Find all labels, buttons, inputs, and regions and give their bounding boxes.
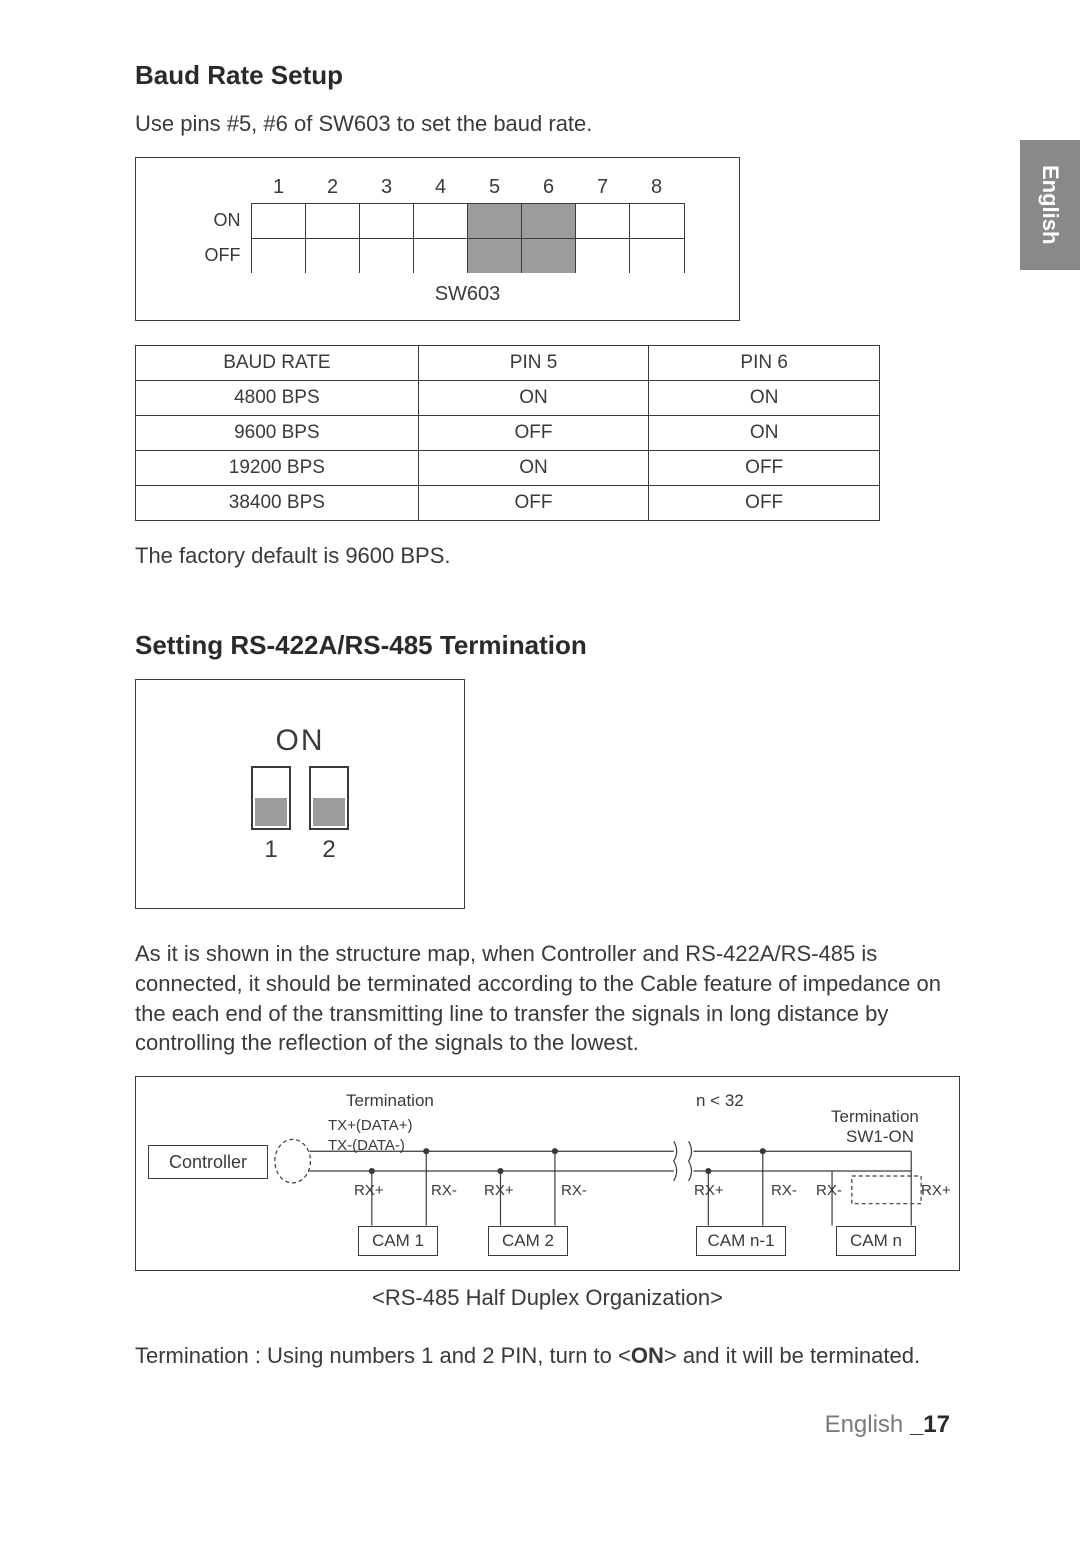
language-tab: English (1020, 140, 1080, 270)
sw603-col-number: 4 (414, 176, 468, 199)
table-row: 38400 BPSOFFOFF (136, 485, 880, 520)
label-rx: RX+ (694, 1182, 724, 1199)
factory-default-note: The factory default is 9600 BPS. (135, 541, 960, 571)
label-termination-right: Termination (831, 1107, 919, 1127)
termination-paragraph: As it is shown in the structure map, whe… (135, 939, 960, 1058)
baud-table-cell: OFF (649, 450, 880, 485)
sw603-col-number: 2 (306, 176, 360, 199)
table-row: 4800 BPSONON (136, 380, 880, 415)
sw603-cell (306, 204, 360, 238)
sw603-col-number: 7 (576, 176, 630, 199)
baud-table-cell: ON (418, 450, 649, 485)
sw603-col-number: 8 (630, 176, 684, 199)
table-row: 19200 BPSONOFF (136, 450, 880, 485)
label-sw1: SW1-ON (846, 1127, 914, 1147)
page: English Baud Rate Setup Use pins #5, #6 … (0, 0, 1080, 1489)
structure-map: Controller Termination TX+(DATA+) TX-(DA… (135, 1076, 960, 1271)
table-row: 9600 BPSOFFON (136, 415, 880, 450)
sw603-cell (414, 239, 468, 273)
dip-number: 2 (309, 836, 349, 864)
sw603-col-number: 1 (252, 176, 306, 199)
footer-page: _17 (910, 1411, 950, 1438)
heading-termination: Setting RS-422A/RS-485 Termination (135, 630, 960, 661)
sw603-cell (468, 239, 522, 273)
baud-intro-text: Use pins #5, #6 of SW603 to set the baud… (135, 109, 960, 139)
sw603-cell (522, 204, 576, 238)
dip-slider (313, 798, 345, 826)
sw603-cell (414, 204, 468, 238)
term-post: > and it will be terminated. (664, 1343, 920, 1368)
baud-table-cell: 19200 BPS (136, 450, 419, 485)
label-rx: RX+ (354, 1182, 384, 1199)
sw603-cell (630, 204, 684, 238)
label-rx: RX- (431, 1182, 457, 1199)
baud-table-header: PIN 6 (649, 345, 880, 380)
baud-table-header: BAUD RATE (136, 345, 419, 380)
sw603-col-number: 6 (522, 176, 576, 199)
sw603-off-label: OFF (191, 245, 251, 266)
sw603-cell (306, 239, 360, 273)
label-txp: TX+(DATA+) (328, 1117, 412, 1134)
sw603-col-number: 3 (360, 176, 414, 199)
sw603-cell (360, 239, 414, 273)
term-bold: ON (631, 1343, 664, 1368)
controller-box: Controller (148, 1145, 268, 1179)
dip-switch (251, 766, 291, 830)
label-txn: TX-(DATA-) (328, 1137, 405, 1154)
baud-rate-table: BAUD RATEPIN 5PIN 6 4800 BPSONON9600 BPS… (135, 345, 880, 521)
cam-box: CAM 1 (358, 1226, 438, 1256)
footer-lang: English (825, 1411, 910, 1438)
heading-baud-rate: Baud Rate Setup (135, 60, 960, 91)
baud-table-cell: ON (649, 415, 880, 450)
baud-table-cell: 4800 BPS (136, 380, 419, 415)
baud-table-cell: 9600 BPS (136, 415, 419, 450)
label-rx: RX+ (484, 1182, 514, 1199)
baud-table-header: PIN 5 (418, 345, 649, 380)
cam-box: CAM 2 (488, 1226, 568, 1256)
baud-table-cell: ON (418, 380, 649, 415)
label-rx: RX+ (921, 1182, 951, 1199)
sw603-diagram: 12345678 ON OFF SW603 (135, 157, 740, 321)
baud-table-cell: ON (649, 380, 880, 415)
termination-instruction: Termination : Using numbers 1 and 2 PIN,… (135, 1341, 960, 1371)
dip-number: 1 (251, 836, 291, 864)
label-rx: RX- (771, 1182, 797, 1199)
dip-on-label: ON (276, 724, 325, 758)
baud-table-cell: OFF (418, 415, 649, 450)
label-termination-left: Termination (346, 1091, 434, 1111)
sw603-on-label: ON (191, 210, 251, 231)
sw603-cell (630, 239, 684, 273)
term-pre: Termination : Using numbers 1 and 2 PIN,… (135, 1343, 631, 1368)
sw603-cell (522, 239, 576, 273)
sw603-cell (576, 204, 630, 238)
label-rx: RX- (561, 1182, 587, 1199)
page-footer: English _17 (135, 1411, 960, 1439)
cam-box: CAM n (836, 1226, 916, 1256)
sw603-caption: SW603 (252, 283, 684, 306)
dip-switch (309, 766, 349, 830)
baud-table-cell: 38400 BPS (136, 485, 419, 520)
cam-box: CAM n-1 (696, 1226, 786, 1256)
baud-table-cell: OFF (418, 485, 649, 520)
label-rx: RX- (816, 1182, 842, 1199)
sw603-cell (576, 239, 630, 273)
sw603-cell (468, 204, 522, 238)
sw603-cell (360, 204, 414, 238)
dip-switch-diagram: ON 12 (135, 679, 465, 909)
label-n: n < 32 (696, 1091, 744, 1111)
sw603-col-number: 5 (468, 176, 522, 199)
sw603-cell (252, 239, 306, 273)
dip-slider (255, 798, 287, 826)
structure-caption: <RS-485 Half Duplex Organization> (135, 1285, 960, 1311)
sw603-cell (252, 204, 306, 238)
baud-table-cell: OFF (649, 485, 880, 520)
